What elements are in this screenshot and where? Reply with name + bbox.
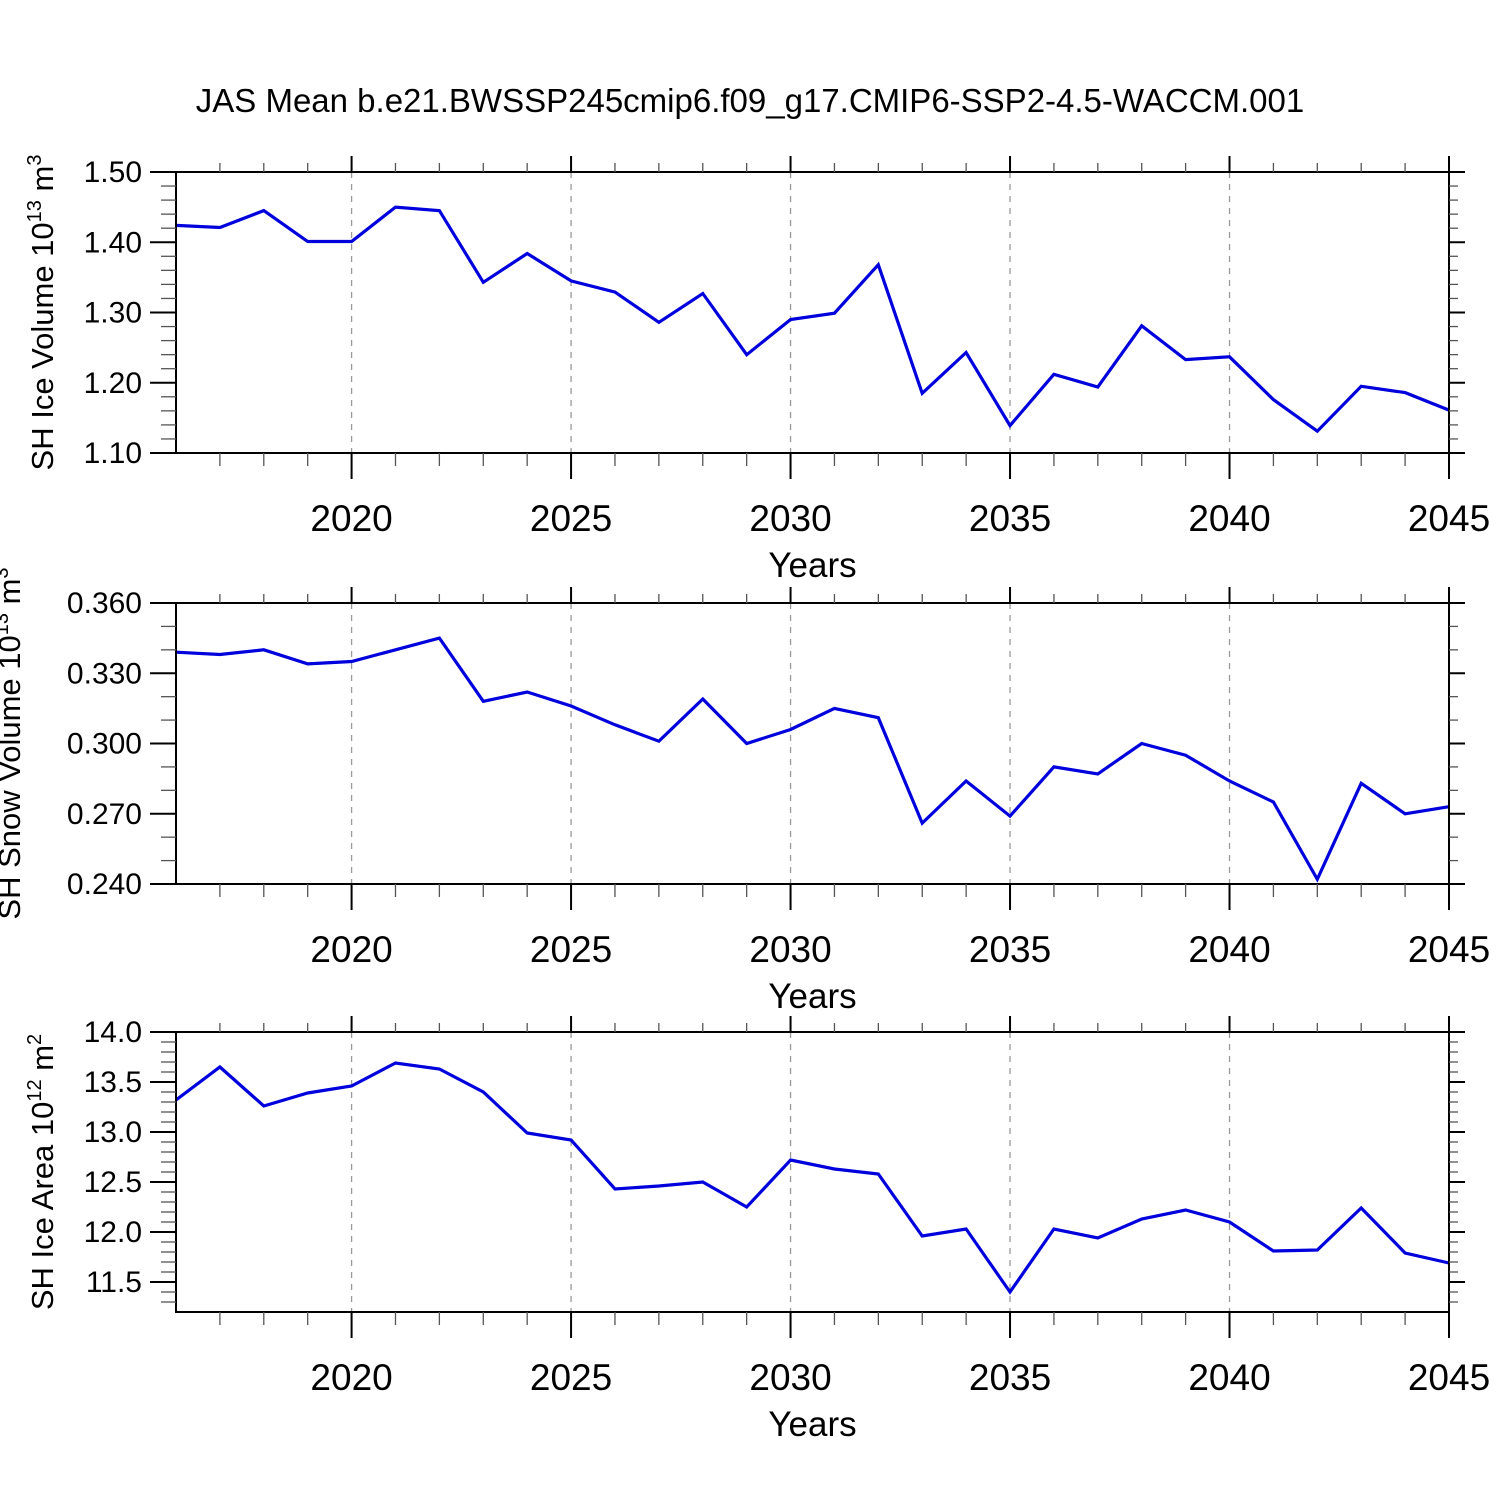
gridlines [350, 603, 1231, 884]
svg-text:0.240: 0.240 [67, 868, 142, 901]
svg-text:2030: 2030 [749, 498, 831, 539]
x-tick-labels: 2020 2025 2030 2035 2040 2045 [310, 1357, 1490, 1398]
svg-text:2040: 2040 [1188, 498, 1270, 539]
data-line [175, 1061, 1450, 1295]
x-tick-labels: 2020 2025 2030 2035 2040 2045 [310, 498, 1490, 539]
svg-text:13.0: 13.0 [84, 1116, 142, 1149]
x-axis-title: Years [768, 546, 856, 585]
svg-text:2025: 2025 [530, 1357, 612, 1398]
svg-text:12.0: 12.0 [84, 1216, 142, 1249]
svg-text:2020: 2020 [310, 929, 392, 970]
svg-text:2040: 2040 [1188, 929, 1270, 970]
axis-frame [175, 602, 1450, 885]
sh-ice-volume-panel: 2020 2025 2030 2035 2040 2045 1.10 1.20 1.30 1.40… [24, 155, 1490, 585]
x-ticks [219, 587, 1450, 910]
x-axis-title: Years [768, 1405, 856, 1444]
svg-text:0.270: 0.270 [67, 798, 142, 831]
svg-text:2045: 2045 [1408, 498, 1490, 539]
svg-text:14.0: 14.0 [84, 1016, 142, 1049]
data-line [175, 636, 1450, 883]
svg-text:1.20: 1.20 [84, 367, 142, 400]
svg-text:2025: 2025 [530, 498, 612, 539]
svg-text:1.30: 1.30 [84, 297, 142, 330]
axis-frame [175, 1031, 1450, 1313]
svg-text:0.300: 0.300 [67, 728, 142, 761]
y-axis-title: SH Snow Volume 1013 m3 [0, 567, 27, 919]
y-ticks: 1.10 1.20 1.30 1.40 1.50 [84, 156, 1465, 470]
gridlines [350, 172, 1231, 453]
y-axis-title: SH Ice Volume 1013 m3 [24, 155, 60, 471]
x-ticks [219, 156, 1450, 479]
svg-text:0.330: 0.330 [67, 657, 142, 690]
axis-frame [175, 171, 1450, 454]
svg-text:1.40: 1.40 [84, 226, 142, 259]
svg-text:11.5: 11.5 [86, 1266, 142, 1299]
x-tick-labels: 2020 2025 2030 2035 2040 2045 [310, 929, 1490, 970]
svg-text:0.360: 0.360 [67, 587, 142, 620]
svg-text:1.50: 1.50 [84, 156, 142, 189]
svg-text:2030: 2030 [749, 929, 831, 970]
svg-text:2035: 2035 [969, 1357, 1051, 1398]
svg-text:2045: 2045 [1408, 1357, 1490, 1398]
svg-text:2035: 2035 [969, 498, 1051, 539]
svg-text:1.10: 1.10 [84, 437, 142, 470]
gridlines [350, 1032, 1231, 1312]
svg-text:2040: 2040 [1188, 1357, 1270, 1398]
data-line [175, 205, 1450, 434]
svg-text:12.5: 12.5 [84, 1166, 142, 1199]
svg-text:2020: 2020 [310, 498, 392, 539]
sh-ice-area-panel: 2020 2025 2030 2035 2040 2045 11.5 12.0 12.5 13.0… [24, 1016, 1490, 1444]
x-axis-title: Years [768, 977, 856, 1016]
y-ticks: 0.240 0.270 0.300 0.330 0.360 [67, 587, 1465, 901]
x-ticks [219, 1016, 1450, 1338]
svg-text:2025: 2025 [530, 929, 612, 970]
svg-text:2045: 2045 [1408, 929, 1490, 970]
chart-title: JAS Mean b.e21.BWSSP245cmip6.f09_g17.CMI… [195, 82, 1305, 119]
svg-text:2020: 2020 [310, 1357, 392, 1398]
y-axis-title: SH Ice Area 1012 m2 [24, 1034, 60, 1310]
svg-text:13.5: 13.5 [84, 1066, 142, 1099]
y-ticks: 11.5 12.0 12.5 13.0 13.5 14.0 [84, 1016, 1465, 1303]
svg-text:2035: 2035 [969, 929, 1051, 970]
svg-text:2030: 2030 [749, 1357, 831, 1398]
sh-snow-volume-panel: 2020 2025 2030 2035 2040 20450.2400.2700.3000… [0, 567, 1490, 1016]
